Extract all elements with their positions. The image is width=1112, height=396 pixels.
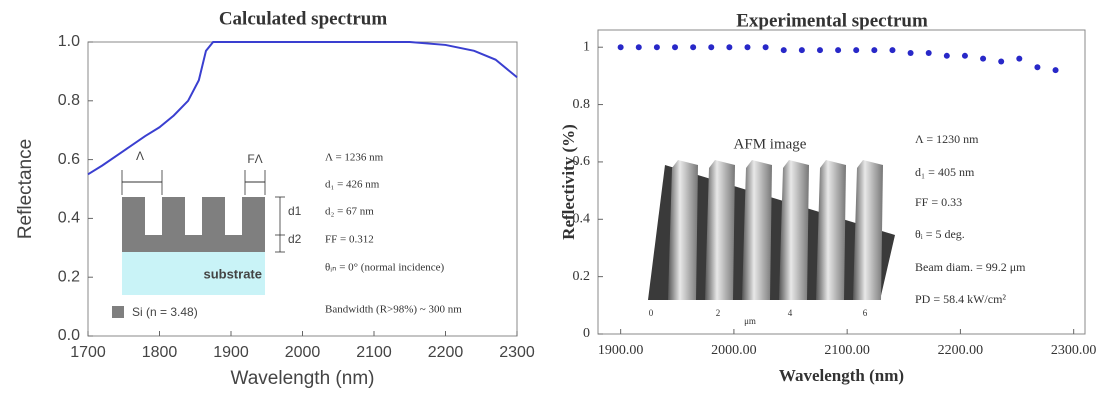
legend-swatch — [112, 306, 124, 318]
data-point — [654, 44, 660, 50]
data-point — [889, 47, 895, 53]
y-axis-label: Reflectivity (%) — [559, 124, 578, 240]
annotation: d₁ = 426 nm — [325, 179, 380, 191]
annotation: Λ = 1230 nm — [915, 132, 979, 146]
data-point — [962, 53, 968, 59]
data-point — [998, 59, 1004, 65]
annotation: d₂ = 67 nm — [325, 206, 374, 218]
data-point — [835, 47, 841, 53]
x-tick-label: 1900 — [213, 344, 249, 361]
grating — [122, 197, 265, 252]
data-point — [980, 56, 986, 62]
data-point — [1053, 67, 1059, 73]
inset-label: d2 — [288, 232, 302, 246]
y-tick-label: 1.0 — [58, 33, 80, 50]
x-tick-label: 2000.00 — [711, 343, 757, 358]
data-point — [781, 47, 787, 53]
inset-label: 4 — [788, 308, 793, 318]
data-point — [618, 44, 624, 50]
data-point — [763, 44, 769, 50]
x-tick-label: 2000 — [285, 344, 321, 361]
chart-title: Calculated spectrum — [219, 8, 388, 29]
data-point — [744, 44, 750, 50]
inset-label: d1 — [288, 204, 302, 218]
figure: Calculated spectrum170018001900200021002… — [0, 0, 1112, 396]
x-tick-label: 1700 — [70, 344, 106, 361]
inset-label: 2 — [716, 308, 721, 318]
afm-ridge — [779, 160, 809, 300]
inset-label: Si (n = 3.48) — [132, 305, 198, 319]
annotation: FF = 0.312 — [325, 234, 374, 246]
inset-label: AFM image — [734, 136, 807, 152]
inset-label: 0 — [649, 308, 654, 318]
x-tick-label: 2100 — [356, 344, 392, 361]
x-tick-label: 2100.00 — [824, 343, 870, 358]
x-tick-label: 1900.00 — [598, 343, 644, 358]
y-tick-label: 1 — [583, 39, 590, 54]
afm-ridge — [705, 160, 735, 300]
data-point — [944, 53, 950, 59]
data-point — [672, 44, 678, 50]
annotation: d₁ = 405 nm — [915, 165, 975, 179]
annotation: PD = 58.4 kW/cm² — [915, 292, 1006, 306]
y-tick-label: 0.8 — [573, 97, 591, 112]
annotation: θᵢ = 5 deg. — [915, 227, 965, 241]
y-tick-label: 0.2 — [573, 269, 591, 284]
x-axis-label: Wavelength (nm) — [779, 366, 904, 385]
annotation: θᵢₙ = 0° (normal incidence) — [325, 262, 445, 274]
inset-label: μm — [744, 316, 756, 326]
annotation: Beam diam. = 99.2 μm — [915, 260, 1026, 274]
page: Calculated spectrum170018001900200021002… — [0, 0, 1112, 396]
chart-title: Experimental spectrum — [736, 10, 928, 31]
data-point — [817, 47, 823, 53]
data-point — [926, 50, 932, 56]
annotation: FF = 0.33 — [915, 195, 962, 209]
x-tick-label: 2300 — [499, 344, 535, 361]
y-tick-label: 0 — [583, 326, 590, 341]
spectrum-line — [88, 42, 517, 174]
y-tick-label: 0.6 — [58, 151, 80, 168]
inset-label: FΛ — [247, 152, 262, 166]
data-point — [636, 44, 642, 50]
x-tick-label: 2200 — [428, 344, 464, 361]
data-point — [690, 44, 696, 50]
y-tick-label: 0.0 — [58, 327, 80, 344]
x-tick-label: 1800 — [142, 344, 178, 361]
inset-label: substrate — [203, 266, 262, 281]
y-axis-label: Reflectance — [15, 139, 36, 239]
y-tick-label: 0.4 — [58, 210, 80, 227]
data-point — [708, 44, 714, 50]
y-tick-label: 0.2 — [58, 268, 80, 285]
data-point — [1016, 56, 1022, 62]
inset-label: 6 — [863, 308, 868, 318]
data-point — [871, 47, 877, 53]
x-tick-label: 2300.00 — [1051, 343, 1097, 358]
x-axis-label: Wavelength (nm) — [231, 368, 375, 389]
afm-ridge — [816, 160, 846, 300]
x-tick-label: 2200.00 — [938, 343, 984, 358]
data-point — [1034, 64, 1040, 70]
afm-ridge — [742, 160, 772, 300]
annotation: Bandwidth (R>98%) ~ 300 nm — [325, 304, 462, 316]
y-tick-label: 0.8 — [58, 92, 80, 109]
afm-ridge — [668, 160, 698, 300]
annotation: Λ = 1236 nm — [325, 152, 384, 164]
data-point — [726, 44, 732, 50]
afm-ridge — [853, 160, 883, 300]
data-point — [908, 50, 914, 56]
data-point — [799, 47, 805, 53]
inset-label: Λ — [136, 149, 144, 163]
data-point — [853, 47, 859, 53]
